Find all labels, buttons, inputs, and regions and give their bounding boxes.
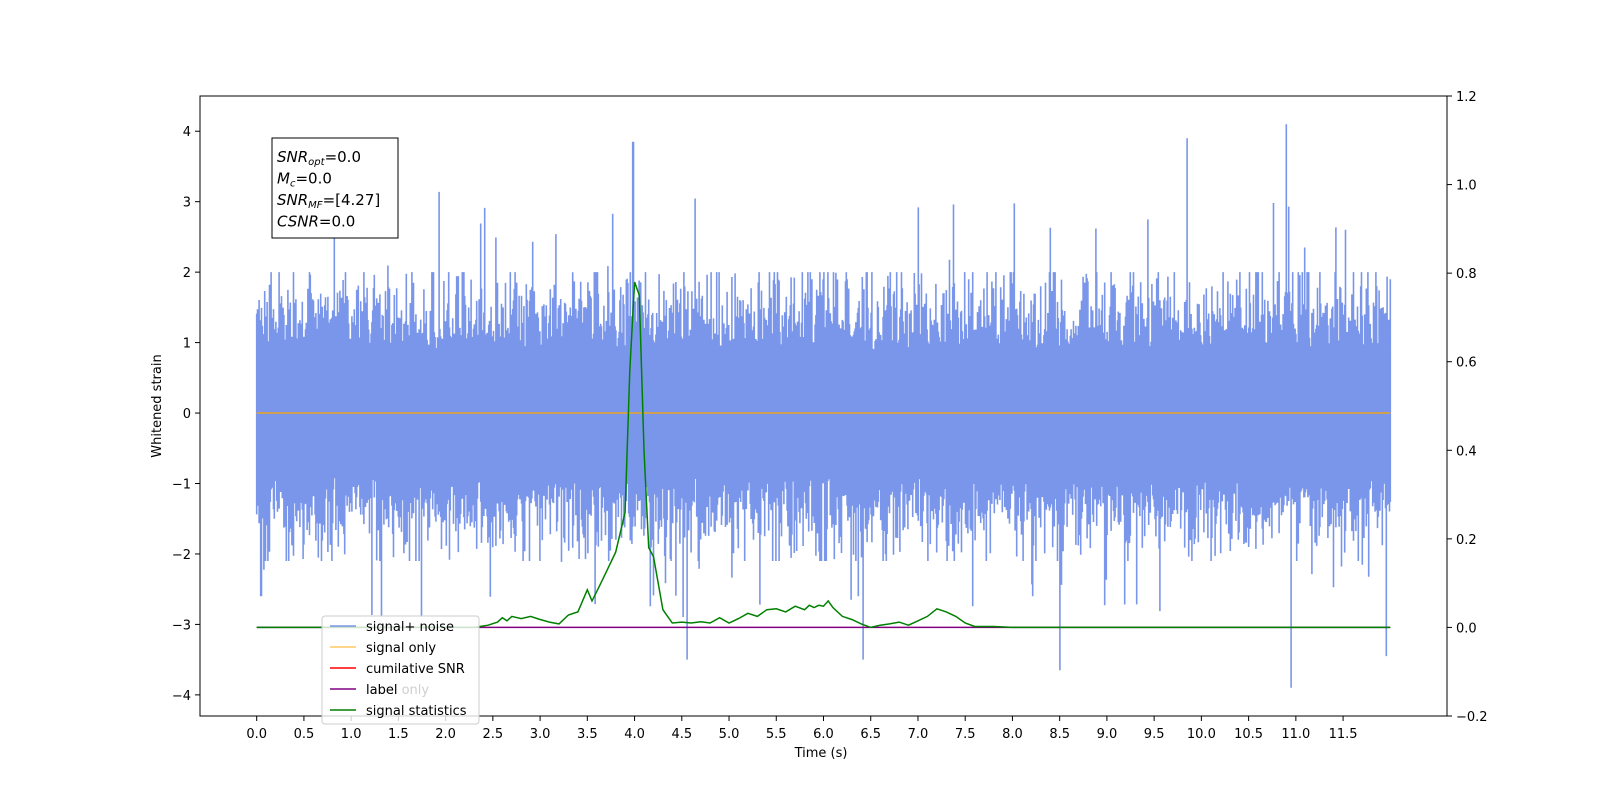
annotation-symbol: SNR (277, 191, 308, 209)
annotation-subscript: opt (308, 157, 325, 168)
annotation-symbol: SNR (277, 148, 308, 166)
y-right-tick-label: 0.2 (1456, 533, 1477, 548)
annotation-value: =0.0 (319, 213, 355, 231)
x-tick-label: 3.5 (577, 727, 598, 742)
legend-entry-label: label (366, 683, 397, 698)
annotation-line: SNRopt=0.0 (277, 148, 361, 168)
annotation-symbol: CSNR (277, 213, 319, 231)
annotation-value: =0.0 (325, 148, 361, 166)
x-tick-label: 4.5 (671, 727, 692, 742)
x-tick-label: 1.5 (388, 727, 409, 742)
x-tick-label: 0.0 (246, 727, 267, 742)
y-left-tick-label: 1 (183, 337, 191, 352)
x-tick-label: 9.0 (1097, 727, 1118, 742)
y-axis-left: 4 3 2 1 0 −1 −2 −3 −4 (172, 125, 200, 704)
y-left-tick-label: −4 (172, 689, 191, 704)
y-right-tick-label: 0.8 (1456, 267, 1477, 282)
y-axis-label: Whitened strain (150, 354, 165, 457)
y-left-tick-label: −1 (172, 478, 191, 493)
legend: label only signal+ noise signal only cumil… (321, 615, 480, 725)
annotation-subscript: MF (308, 200, 323, 211)
y-left-tick-label: 4 (183, 125, 191, 140)
x-tick-label: 5.0 (719, 727, 740, 742)
annotation-line: Mc=0.0 (277, 170, 332, 190)
y-left-tick-label: 3 (183, 196, 191, 211)
y-left-tick-label: −2 (172, 548, 191, 563)
x-axis: 0.0 0.5 1.0 1.5 2.0 2.5 3.0 3.5 4.0 4.5 5.0 5.5 6.0 6… (246, 716, 1358, 742)
legend-entry-label: signal only (366, 641, 436, 656)
x-tick-label: 10.0 (1187, 727, 1216, 742)
x-axis-label: Time (s) (794, 746, 848, 761)
x-tick-label: 11.0 (1281, 727, 1310, 742)
y-right-tick-label: 1.0 (1456, 179, 1477, 194)
x-tick-label: 2.5 (483, 727, 504, 742)
annotation-value: =[4.27] (323, 191, 381, 209)
x-tick-label: 6.5 (860, 727, 881, 742)
y-right-tick-label: 0.4 (1456, 444, 1477, 459)
legend-frame (321, 615, 480, 725)
y-right-tick-label: 1.2 (1456, 90, 1477, 105)
y-left-tick-label: 0 (183, 407, 191, 422)
x-tick-label: 9.5 (1144, 727, 1165, 742)
x-tick-label: 8.5 (1049, 727, 1070, 742)
x-tick-label: 5.5 (766, 727, 787, 742)
x-tick-label: 7.0 (908, 727, 929, 742)
x-tick-label: 1.0 (341, 727, 362, 742)
plot-area (255, 124, 1392, 688)
x-tick-label: 7.5 (955, 727, 976, 742)
annotation-frame (271, 137, 399, 239)
x-tick-label: 4.0 (624, 727, 645, 742)
legend-entry-label: signal+ noise (366, 620, 454, 635)
series-signal-noise (255, 124, 1392, 688)
x-tick-label: 3.0 (530, 727, 551, 742)
annotation-subscript: c (290, 179, 296, 190)
annotation-value: =0.0 (295, 170, 331, 188)
legend-entry-label: signal statistics (366, 704, 467, 719)
y-axis-right: 1.2 1.0 0.8 0.6 0.4 0.2 0.0 −0.2 (1447, 90, 1488, 725)
x-tick-label: 6.0 (813, 727, 834, 742)
y-left-tick-label: −3 (172, 618, 191, 633)
legend-entry-label: cumilative SNR (366, 662, 465, 677)
x-tick-label: 8.0 (1002, 727, 1023, 742)
series-signal-statistics (256, 281, 1391, 629)
x-tick-label: 0.5 (294, 727, 315, 742)
legend-overlap-text: label only (366, 683, 429, 698)
y-right-tick-label: −0.2 (1456, 710, 1488, 725)
annotation-line: SNRMF=[4.27] (277, 191, 380, 211)
annotation-symbol: M (277, 170, 290, 188)
x-tick-label: 11.5 (1329, 727, 1358, 742)
y-right-tick-label: 0.0 (1456, 621, 1477, 636)
y-right-tick-label: 0.6 (1456, 356, 1477, 371)
x-tick-label: 2.0 (435, 727, 456, 742)
x-tick-label: 10.5 (1234, 727, 1263, 742)
y-left-tick-label: 2 (183, 266, 191, 281)
annotation-line: CSNR=0.0 (277, 213, 355, 231)
